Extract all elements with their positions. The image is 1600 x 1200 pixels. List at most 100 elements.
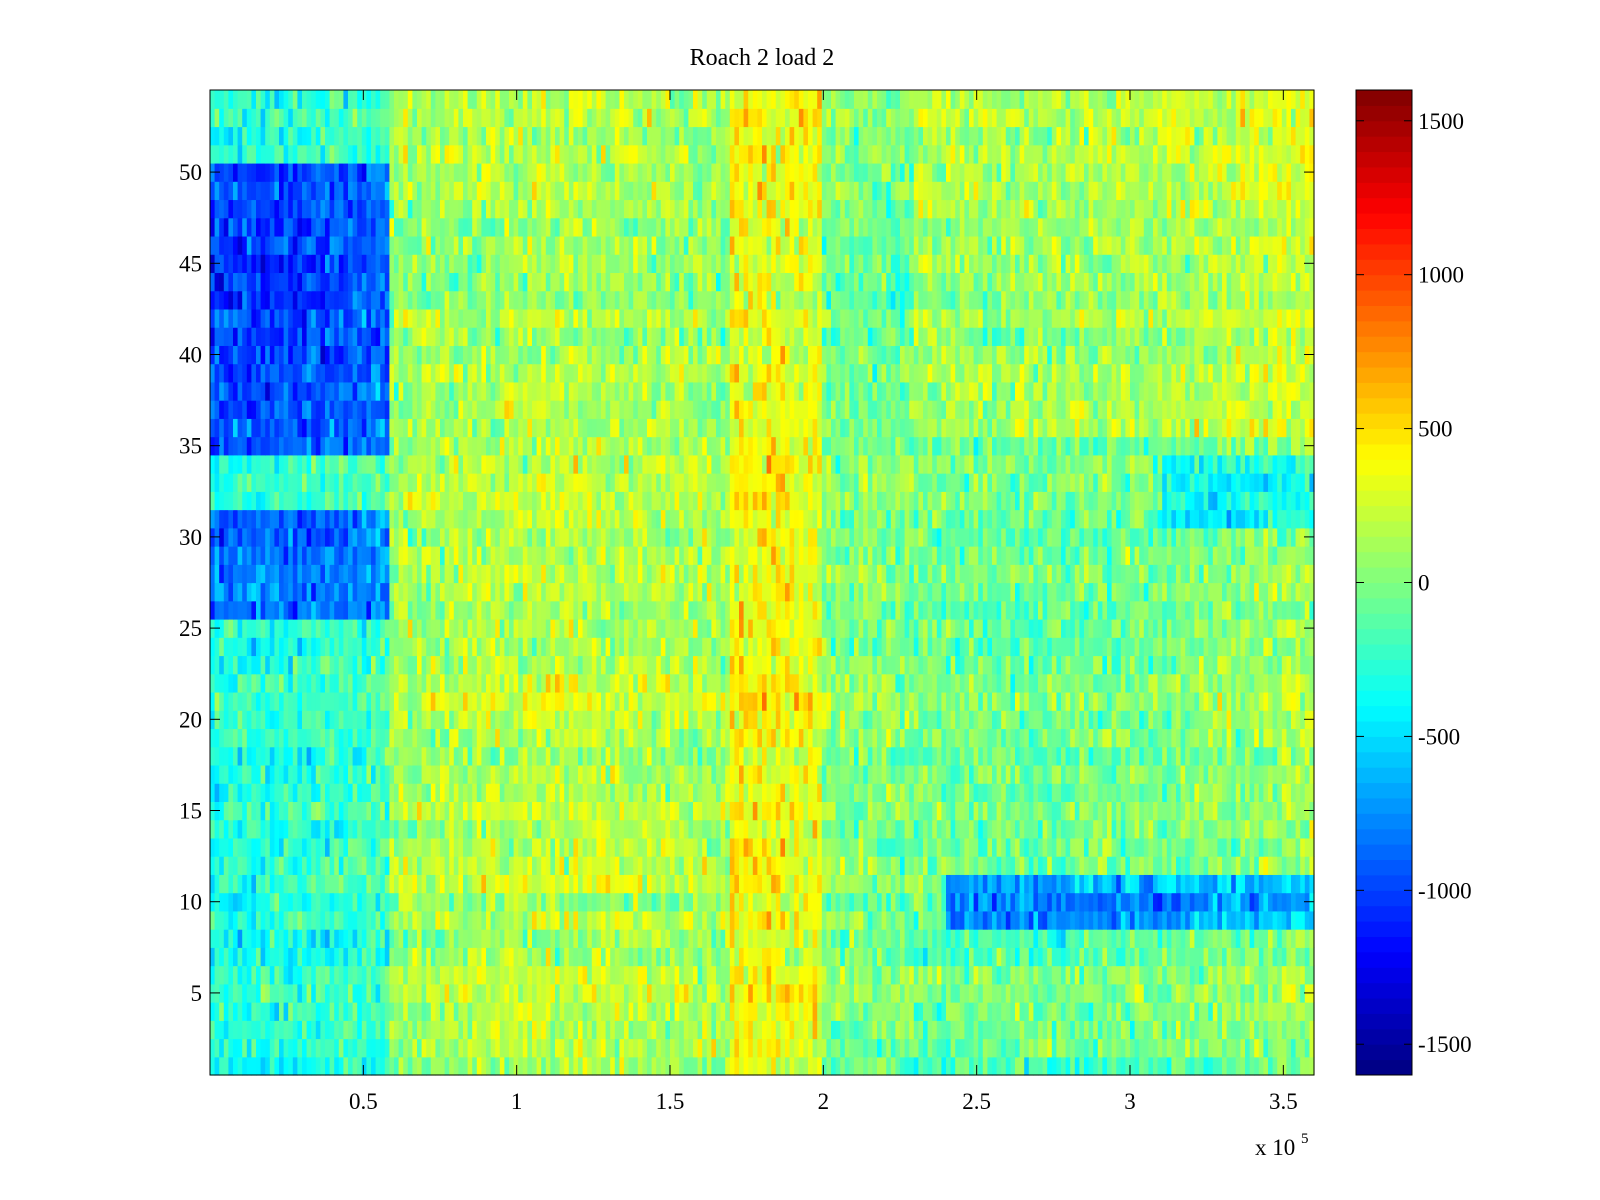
heatmap-cell (495, 947, 501, 967)
heatmap-cell (932, 929, 938, 948)
heatmap-cell (490, 892, 496, 912)
heatmap-cell (978, 1056, 984, 1076)
heatmap-cell (449, 710, 455, 730)
heatmap-cell (481, 837, 487, 857)
heatmap-cell (955, 965, 961, 985)
heatmap-cell (242, 1002, 248, 1021)
heatmap-cell (660, 801, 666, 821)
heatmap-cell (453, 801, 459, 821)
heatmap-cell (647, 965, 653, 985)
heatmap-cell (900, 965, 906, 985)
heatmap-cell (1291, 1020, 1297, 1040)
heatmap-cell (1291, 728, 1297, 748)
heatmap-cell (509, 764, 515, 784)
heatmap-cell (495, 691, 501, 711)
heatmap-cell (1208, 1056, 1214, 1076)
heatmap-cell (674, 856, 680, 875)
heatmap-cell (969, 801, 975, 821)
heatmap-cell (1157, 1038, 1163, 1058)
heatmap-cell (288, 801, 294, 821)
heatmap-cell (495, 837, 501, 857)
heatmap-cell (1148, 764, 1154, 784)
heatmap-cell (559, 746, 565, 766)
heatmap-cell (716, 929, 722, 948)
heatmap-cell (269, 929, 275, 948)
heatmap-cell (467, 728, 473, 748)
heatmap-cell (803, 947, 809, 967)
heatmap-cell (1084, 1002, 1090, 1021)
heatmap-cell (320, 1056, 326, 1076)
heatmap-cell (844, 819, 850, 839)
heatmap-cell (775, 892, 781, 912)
heatmap-cell (964, 837, 970, 857)
heatmap-cell (417, 929, 423, 948)
heatmap-cell (1019, 965, 1025, 985)
heatmap-cell (1263, 929, 1269, 948)
heatmap-cell (950, 856, 956, 875)
heatmap-cell (1180, 819, 1186, 839)
heatmap-cell (1166, 1056, 1172, 1076)
heatmap-cell (679, 1038, 685, 1058)
heatmap-cell (716, 764, 722, 784)
heatmap-cell (486, 929, 492, 948)
heatmap-cell (642, 1038, 648, 1058)
heatmap-cell (334, 746, 340, 766)
heatmap-cell (808, 929, 814, 948)
heatmap-cell (743, 910, 749, 930)
heatmap-cell (329, 710, 335, 730)
heatmap-cell (357, 874, 363, 894)
heatmap-cell (674, 691, 680, 711)
heatmap-cell (1065, 1020, 1071, 1040)
heatmap-cell (1208, 1020, 1214, 1040)
heatmap-cell (472, 728, 478, 748)
heatmap-cell (1185, 947, 1191, 967)
heatmap-cell (996, 819, 1002, 839)
heatmap-cell (1240, 728, 1246, 748)
heatmap-cell (679, 892, 685, 912)
heatmap-cell (1277, 874, 1283, 894)
heatmap-cell (311, 983, 317, 1003)
heatmap-cell (251, 1038, 257, 1058)
heatmap-cell (1222, 965, 1228, 985)
heatmap-cell (596, 1038, 602, 1058)
heatmap-cell (412, 1056, 418, 1076)
heatmap-cell (1166, 764, 1172, 784)
heatmap-cell (394, 819, 400, 839)
heatmap-cell (826, 691, 832, 711)
heatmap-cell (1107, 965, 1113, 985)
heatmap-cell (1102, 910, 1108, 930)
heatmap-cell (1001, 691, 1007, 711)
heatmap-cell (1116, 892, 1122, 912)
heatmap-cell (702, 728, 708, 748)
heatmap-cell (596, 728, 602, 748)
heatmap-cell (384, 856, 390, 875)
heatmap-cell (311, 728, 317, 748)
heatmap-cell (817, 691, 823, 711)
heatmap-cell (265, 983, 271, 1003)
heatmap-cell (1171, 874, 1177, 894)
heatmap-cell (1203, 1056, 1209, 1076)
heatmap-cell (426, 710, 432, 730)
heatmap-cell (527, 1056, 533, 1076)
heatmap-cell (279, 1020, 285, 1040)
heatmap-cell (895, 837, 901, 857)
heatmap-cell (840, 728, 846, 748)
heatmap-cell (219, 691, 225, 711)
heatmap-cell (564, 1020, 570, 1040)
heatmap-cell (771, 929, 777, 948)
heatmap-cell (913, 1038, 919, 1058)
heatmap-cell (1130, 947, 1136, 967)
heatmap-cell (628, 1056, 634, 1076)
heatmap-cell (1010, 1056, 1016, 1076)
heatmap-cell (394, 874, 400, 894)
heatmap-cell (288, 710, 294, 730)
heatmap-cell (320, 691, 326, 711)
heatmap-cell (693, 1038, 699, 1058)
heatmap-cell (486, 1002, 492, 1021)
heatmap-cell (973, 837, 979, 857)
heatmap-cell (421, 837, 427, 857)
heatmap-cell (1281, 947, 1287, 967)
heatmap-cell (1042, 1038, 1048, 1058)
heatmap-cell (964, 710, 970, 730)
heatmap-cell (394, 983, 400, 1003)
